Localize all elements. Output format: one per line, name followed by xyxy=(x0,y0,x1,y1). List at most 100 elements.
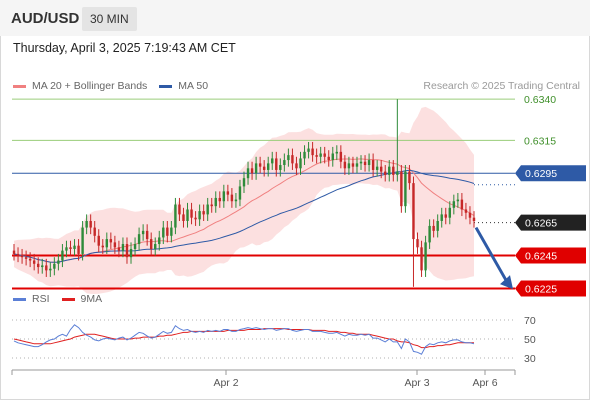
ma20-legend-label: MA 20 + Bollinger Bands xyxy=(32,80,148,92)
rsi-tick-50: 50 xyxy=(524,334,536,346)
candle-body xyxy=(295,163,298,169)
candle xyxy=(28,252,32,268)
candle xyxy=(182,207,185,228)
candle xyxy=(287,148,290,167)
candle-body xyxy=(460,199,464,210)
candle-body xyxy=(45,265,48,271)
candle xyxy=(242,171,246,193)
candle xyxy=(166,220,169,243)
candle-body xyxy=(178,204,181,215)
candle-body xyxy=(307,148,310,152)
candle xyxy=(174,197,177,235)
candle-body xyxy=(141,230,145,235)
candle-body xyxy=(319,153,322,157)
level-label-0.6340: 0.6340 xyxy=(524,94,556,106)
candle-body xyxy=(117,247,121,251)
candle xyxy=(436,214,439,238)
main-legend: MA 20 + Bollinger Bands MA 50 xyxy=(13,80,220,92)
candle-body xyxy=(57,260,60,264)
candle xyxy=(267,156,270,177)
candle-body xyxy=(206,204,209,215)
candle xyxy=(73,239,76,256)
interval-button[interactable]: 30 MIN xyxy=(82,7,137,31)
candle xyxy=(424,235,427,277)
rsi-legend-label: RSI xyxy=(32,293,50,305)
rsi-tick-70: 70 xyxy=(524,315,536,327)
candle xyxy=(141,224,145,241)
candle xyxy=(271,151,274,170)
candle xyxy=(327,150,330,167)
candle-body xyxy=(154,244,157,249)
candle-body xyxy=(186,209,189,221)
candle xyxy=(254,156,258,180)
candle-body xyxy=(125,244,129,258)
candle xyxy=(133,237,137,256)
level-label-0.6245: 0.6245 xyxy=(515,247,586,264)
candle xyxy=(202,204,205,221)
bollinger-band xyxy=(14,106,474,295)
timestamp: Thursday, April 3, 2025 7:19:43 AM CET xyxy=(13,41,236,55)
candle-body xyxy=(73,245,76,249)
candle xyxy=(16,247,20,263)
candle xyxy=(456,193,460,208)
candle-body xyxy=(53,263,56,269)
candle-body xyxy=(375,166,379,170)
candle-body xyxy=(194,217,197,220)
candle-body xyxy=(271,158,274,164)
candle xyxy=(472,211,476,228)
rsi-legend-swatch xyxy=(13,297,26,301)
level-label-0.6265: 0.6265 xyxy=(515,214,586,231)
candle-body xyxy=(420,247,423,271)
candle-body xyxy=(242,178,246,187)
candle xyxy=(299,151,302,175)
candle xyxy=(323,146,326,164)
candle xyxy=(178,197,181,221)
level-text-0.6315: 0.6315 xyxy=(524,135,556,147)
candle xyxy=(250,161,254,180)
ma50-legend-label: MA 50 xyxy=(178,80,209,92)
candle-body xyxy=(388,166,391,175)
candle-body xyxy=(279,165,282,170)
candle xyxy=(279,158,282,177)
candle-body xyxy=(428,225,431,243)
candle xyxy=(69,240,72,256)
candle-body xyxy=(343,161,347,169)
candle-body xyxy=(222,191,226,202)
candle xyxy=(371,153,375,177)
candle-body xyxy=(149,239,153,249)
candle xyxy=(137,227,141,251)
candle-body xyxy=(230,194,234,202)
candle-body xyxy=(214,197,217,207)
candle xyxy=(117,240,121,258)
candle-body xyxy=(105,239,109,248)
candle xyxy=(77,239,80,261)
candle-body xyxy=(472,217,476,221)
candle xyxy=(194,211,197,226)
candle-body xyxy=(335,151,339,154)
candle xyxy=(198,204,201,226)
rsi-line xyxy=(13,324,475,355)
rsi-legend: RSI 9MA xyxy=(13,293,114,305)
candle xyxy=(125,237,129,264)
candle xyxy=(24,250,28,266)
candle xyxy=(351,156,355,174)
candle xyxy=(319,146,322,164)
candle xyxy=(61,244,64,268)
candle xyxy=(420,240,423,277)
candle-body xyxy=(250,168,254,174)
candle xyxy=(218,191,221,208)
candle-body xyxy=(133,244,137,249)
candle-body xyxy=(359,161,363,164)
candle xyxy=(210,197,213,213)
candle-body xyxy=(174,204,177,228)
candle xyxy=(408,165,411,190)
candle-body xyxy=(113,242,117,248)
candle xyxy=(57,253,60,271)
candle-body xyxy=(12,250,16,254)
candle xyxy=(416,232,419,254)
candle xyxy=(49,262,52,277)
candle xyxy=(262,160,266,177)
level-tag-0.6295 xyxy=(515,165,586,182)
candle xyxy=(190,202,193,225)
candle xyxy=(45,258,48,277)
